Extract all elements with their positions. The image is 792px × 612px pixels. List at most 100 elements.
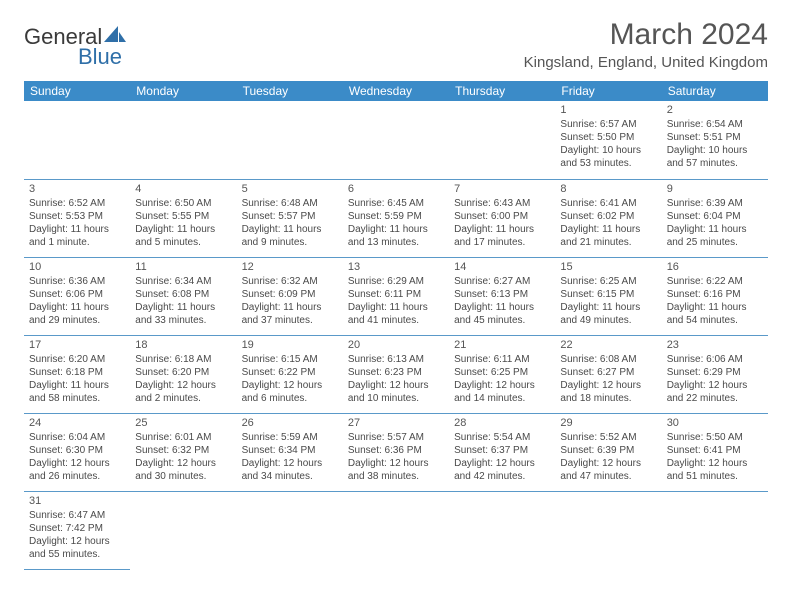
daylight-line: Daylight: 10 hours xyxy=(667,144,763,157)
sunset-line: Sunset: 6:32 PM xyxy=(135,444,231,457)
sunrise-line: Sunrise: 6:34 AM xyxy=(135,275,231,288)
sunrise-line: Sunrise: 5:50 AM xyxy=(667,431,763,444)
day-number: 17 xyxy=(29,338,125,352)
calendar-cell: 2Sunrise: 6:54 AMSunset: 5:51 PMDaylight… xyxy=(662,101,768,179)
sunset-line: Sunset: 6:34 PM xyxy=(242,444,338,457)
day-number: 1 xyxy=(560,103,656,117)
sunrise-line: Sunrise: 6:52 AM xyxy=(29,197,125,210)
sunrise-line: Sunrise: 6:08 AM xyxy=(560,353,656,366)
sunset-line: Sunset: 6:08 PM xyxy=(135,288,231,301)
sunrise-line: Sunrise: 6:47 AM xyxy=(29,509,125,522)
brand-part2: Blue xyxy=(78,44,122,70)
daylight-line: Daylight: 12 hours xyxy=(667,457,763,470)
daylight-line: and 14 minutes. xyxy=(454,392,550,405)
day-number: 22 xyxy=(560,338,656,352)
sunset-line: Sunset: 6:37 PM xyxy=(454,444,550,457)
daylight-line: and 9 minutes. xyxy=(242,236,338,249)
daylight-line: and 53 minutes. xyxy=(560,157,656,170)
calendar-cell: 15Sunrise: 6:25 AMSunset: 6:15 PMDayligh… xyxy=(555,257,661,335)
daylight-line: and 21 minutes. xyxy=(560,236,656,249)
sunset-line: Sunset: 6:18 PM xyxy=(29,366,125,379)
sunset-line: Sunset: 6:36 PM xyxy=(348,444,444,457)
sunrise-line: Sunrise: 6:54 AM xyxy=(667,118,763,131)
sunrise-line: Sunrise: 6:39 AM xyxy=(667,197,763,210)
daylight-line: and 13 minutes. xyxy=(348,236,444,249)
sunset-line: Sunset: 6:41 PM xyxy=(667,444,763,457)
day-number: 12 xyxy=(242,260,338,274)
sunset-line: Sunset: 6:15 PM xyxy=(560,288,656,301)
daylight-line: Daylight: 11 hours xyxy=(242,301,338,314)
daylight-line: Daylight: 11 hours xyxy=(135,223,231,236)
daylight-line: Daylight: 11 hours xyxy=(667,223,763,236)
calendar-cell: 24Sunrise: 6:04 AMSunset: 6:30 PMDayligh… xyxy=(24,413,130,491)
day-number: 24 xyxy=(29,416,125,430)
weekday-header: Monday xyxy=(130,81,236,101)
sunrise-line: Sunrise: 6:01 AM xyxy=(135,431,231,444)
sunrise-line: Sunrise: 6:41 AM xyxy=(560,197,656,210)
sunset-line: Sunset: 5:57 PM xyxy=(242,210,338,223)
sunset-line: Sunset: 6:39 PM xyxy=(560,444,656,457)
day-number: 20 xyxy=(348,338,444,352)
sunrise-line: Sunrise: 5:57 AM xyxy=(348,431,444,444)
calendar-row: 17Sunrise: 6:20 AMSunset: 6:18 PMDayligh… xyxy=(24,335,768,413)
daylight-line: and 34 minutes. xyxy=(242,470,338,483)
calendar-cell: 18Sunrise: 6:18 AMSunset: 6:20 PMDayligh… xyxy=(130,335,236,413)
daylight-line: Daylight: 11 hours xyxy=(454,223,550,236)
calendar-cell: 6Sunrise: 6:45 AMSunset: 5:59 PMDaylight… xyxy=(343,179,449,257)
calendar-cell: 10Sunrise: 6:36 AMSunset: 6:06 PMDayligh… xyxy=(24,257,130,335)
daylight-line: and 22 minutes. xyxy=(667,392,763,405)
daylight-line: Daylight: 11 hours xyxy=(560,301,656,314)
sunrise-line: Sunrise: 6:22 AM xyxy=(667,275,763,288)
calendar-cell xyxy=(449,491,555,569)
sunrise-line: Sunrise: 6:11 AM xyxy=(454,353,550,366)
day-number: 4 xyxy=(135,182,231,196)
daylight-line: and 18 minutes. xyxy=(560,392,656,405)
day-number: 16 xyxy=(667,260,763,274)
daylight-line: Daylight: 12 hours xyxy=(135,457,231,470)
calendar-cell: 1Sunrise: 6:57 AMSunset: 5:50 PMDaylight… xyxy=(555,101,661,179)
day-number: 25 xyxy=(135,416,231,430)
daylight-line: and 26 minutes. xyxy=(29,470,125,483)
daylight-line: and 29 minutes. xyxy=(29,314,125,327)
sunrise-line: Sunrise: 6:25 AM xyxy=(560,275,656,288)
calendar-cell: 19Sunrise: 6:15 AMSunset: 6:22 PMDayligh… xyxy=(237,335,343,413)
day-number: 23 xyxy=(667,338,763,352)
calendar-row: 1Sunrise: 6:57 AMSunset: 5:50 PMDaylight… xyxy=(24,101,768,179)
sunset-line: Sunset: 6:22 PM xyxy=(242,366,338,379)
sunset-line: Sunset: 5:55 PM xyxy=(135,210,231,223)
calendar-cell: 30Sunrise: 5:50 AMSunset: 6:41 PMDayligh… xyxy=(662,413,768,491)
daylight-line: Daylight: 12 hours xyxy=(135,379,231,392)
sunset-line: Sunset: 6:00 PM xyxy=(454,210,550,223)
day-number: 31 xyxy=(29,494,125,508)
sunset-line: Sunset: 6:30 PM xyxy=(29,444,125,457)
sunset-line: Sunset: 5:53 PM xyxy=(29,210,125,223)
weekday-header: Friday xyxy=(555,81,661,101)
calendar-cell: 28Sunrise: 5:54 AMSunset: 6:37 PMDayligh… xyxy=(449,413,555,491)
sunrise-line: Sunrise: 6:48 AM xyxy=(242,197,338,210)
daylight-line: and 51 minutes. xyxy=(667,470,763,483)
calendar-cell xyxy=(130,491,236,569)
daylight-line: and 37 minutes. xyxy=(242,314,338,327)
calendar-cell xyxy=(130,101,236,179)
calendar-table: SundayMondayTuesdayWednesdayThursdayFrid… xyxy=(24,81,768,570)
weekday-header: Sunday xyxy=(24,81,130,101)
daylight-line: and 54 minutes. xyxy=(667,314,763,327)
sunrise-line: Sunrise: 6:04 AM xyxy=(29,431,125,444)
daylight-line: and 42 minutes. xyxy=(454,470,550,483)
daylight-line: and 49 minutes. xyxy=(560,314,656,327)
daylight-line: Daylight: 11 hours xyxy=(667,301,763,314)
sunrise-line: Sunrise: 6:32 AM xyxy=(242,275,338,288)
sunset-line: Sunset: 6:20 PM xyxy=(135,366,231,379)
daylight-line: Daylight: 11 hours xyxy=(29,379,125,392)
calendar-cell xyxy=(24,101,130,179)
calendar-row: 31Sunrise: 6:47 AMSunset: 7:42 PMDayligh… xyxy=(24,491,768,569)
sunrise-line: Sunrise: 5:52 AM xyxy=(560,431,656,444)
day-number: 29 xyxy=(560,416,656,430)
sunset-line: Sunset: 6:06 PM xyxy=(29,288,125,301)
sunrise-line: Sunrise: 6:20 AM xyxy=(29,353,125,366)
calendar-cell: 14Sunrise: 6:27 AMSunset: 6:13 PMDayligh… xyxy=(449,257,555,335)
day-number: 19 xyxy=(242,338,338,352)
daylight-line: Daylight: 11 hours xyxy=(135,301,231,314)
sunset-line: Sunset: 5:50 PM xyxy=(560,131,656,144)
sunrise-line: Sunrise: 6:18 AM xyxy=(135,353,231,366)
